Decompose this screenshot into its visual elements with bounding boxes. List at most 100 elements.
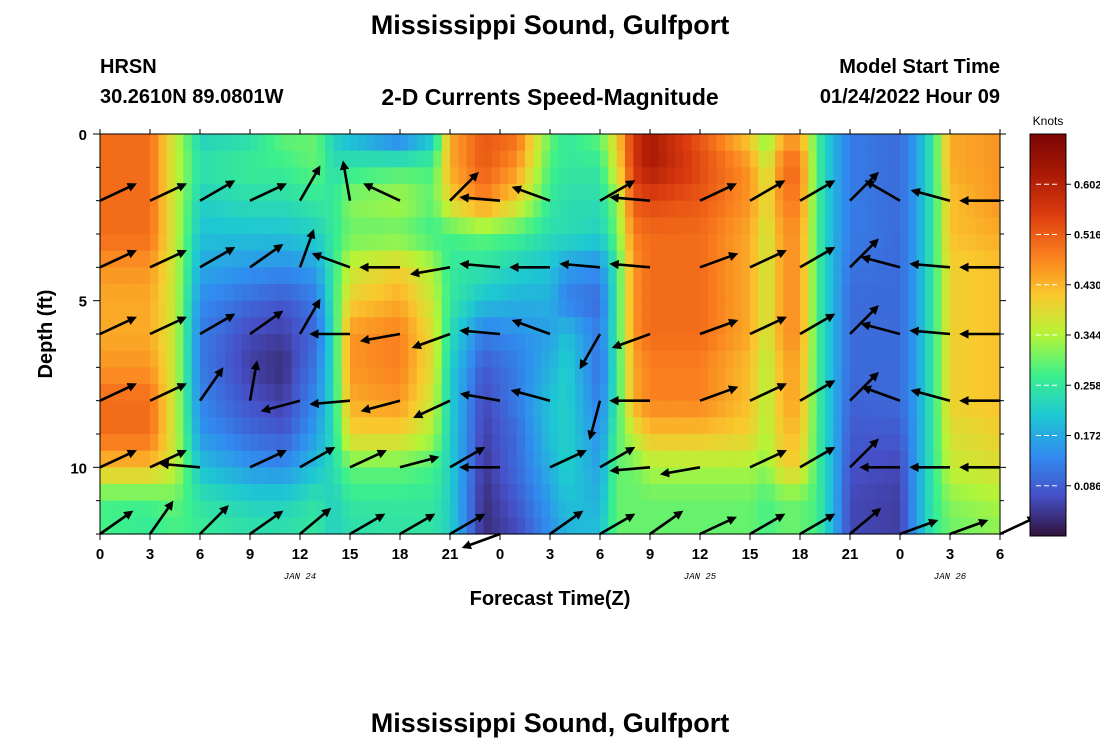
heatmap-cell: [516, 334, 526, 352]
heatmap-cell: [208, 217, 218, 235]
heatmap-cell: [741, 150, 751, 168]
current-vector: [699, 516, 737, 536]
heatmap-cell: [816, 184, 826, 202]
heatmap-cell: [741, 317, 751, 335]
heatmap-cell: [441, 450, 451, 468]
heatmap-cell: [316, 434, 326, 452]
heatmap-cell: [975, 517, 984, 535]
heatmap-cell: [533, 250, 543, 268]
heatmap-cell: [225, 267, 234, 285]
heatmap-cell: [383, 250, 393, 268]
heatmap-cell: [666, 450, 676, 468]
heatmap-cell: [333, 350, 343, 368]
heatmap-cell: [433, 334, 443, 352]
heatmap-cell: [725, 450, 734, 468]
heatmap-cell: [525, 367, 534, 385]
heatmap-cell: [783, 500, 793, 518]
heatmap-cell: [575, 434, 584, 452]
x-tick-label: 12: [292, 546, 309, 563]
heatmap-cell: [725, 400, 734, 418]
heatmap-cell: [191, 350, 201, 368]
heatmap-cell: [908, 484, 918, 502]
heatmap-cell: [991, 184, 1001, 202]
heatmap-cell: [900, 284, 909, 302]
heatmap-cell: [583, 317, 593, 335]
heatmap-cell: [733, 250, 743, 268]
heatmap-cell: [358, 234, 368, 252]
heatmap-cell: [266, 217, 276, 235]
heatmap-cell: [641, 267, 651, 285]
heatmap-cell: [133, 150, 143, 168]
heatmap-cell: [633, 184, 643, 202]
heatmap-cell: [408, 134, 418, 152]
heatmap-cell: [891, 417, 901, 435]
heatmap-cell: [858, 334, 868, 352]
heatmap-cell: [116, 184, 126, 202]
heatmap-cell: [983, 384, 993, 402]
heatmap-cell: [583, 517, 593, 535]
heatmap-cell: [933, 350, 943, 368]
heatmap-cell: [141, 400, 151, 418]
heatmap-cell: [641, 284, 651, 302]
heatmap-cell: [133, 317, 143, 335]
heatmap-cell: [266, 167, 276, 185]
heatmap-cell: [825, 134, 834, 152]
heatmap-cell: [233, 417, 243, 435]
heatmap-cell: [875, 467, 884, 485]
heatmap-cell: [891, 367, 901, 385]
heatmap-cell: [433, 500, 443, 518]
heatmap-cell: [908, 350, 918, 368]
heatmap-cell: [608, 284, 618, 302]
heatmap-cell: [491, 350, 501, 368]
heatmap-cell: [583, 367, 593, 385]
heatmap-cell: [441, 500, 451, 518]
heatmap-cell: [466, 134, 476, 152]
heatmap-cell: [400, 284, 409, 302]
heatmap-cell: [700, 200, 709, 218]
heatmap-cell: [258, 300, 268, 318]
heatmap-cell: [991, 167, 1001, 185]
heatmap-cell: [591, 300, 601, 318]
heatmap-cell: [291, 167, 301, 185]
heatmap-cell: [325, 467, 334, 485]
heatmap-cell: [475, 517, 484, 535]
heatmap-cell: [708, 150, 718, 168]
heatmap-cell: [808, 134, 818, 152]
heatmap-cell: [508, 267, 518, 285]
heatmap-cell: [791, 417, 801, 435]
heatmap-cell: [975, 450, 984, 468]
heatmap-cell: [725, 184, 734, 202]
heatmap-cell: [716, 234, 726, 252]
heatmap-cell: [941, 417, 951, 435]
heatmap-cell: [200, 167, 209, 185]
heatmap-cell: [833, 234, 843, 252]
heatmap-cell: [191, 467, 201, 485]
heatmap-cell: [641, 417, 651, 435]
heatmap-cell: [116, 267, 126, 285]
heatmap-cell: [908, 300, 918, 318]
heatmap-cell: [558, 434, 568, 452]
heatmap-cell: [241, 517, 251, 535]
heatmap-cell: [608, 234, 618, 252]
heatmap-cell: [300, 267, 309, 285]
heatmap-cell: [250, 184, 259, 202]
heatmap-cell: [608, 317, 618, 335]
heatmap-cell: [141, 484, 151, 502]
heatmap-cell: [525, 134, 534, 152]
heatmap-cell: [516, 284, 526, 302]
heatmap-cell: [958, 234, 968, 252]
heatmap-cell: [975, 484, 984, 502]
heatmap-cell: [983, 167, 993, 185]
heatmap-cell: [625, 200, 634, 218]
heatmap-cell: [658, 317, 668, 335]
heatmap-cell: [366, 284, 376, 302]
heatmap-cell: [525, 517, 534, 535]
heatmap-cell: [875, 517, 884, 535]
heatmap-cell: [516, 150, 526, 168]
heatmap-cell: [700, 484, 709, 502]
heatmap-cell: [725, 200, 734, 218]
heatmap-cell: [500, 250, 509, 268]
heatmap-cell: [108, 317, 118, 335]
heatmap-cell: [516, 367, 526, 385]
heatmap-cell: [208, 450, 218, 468]
